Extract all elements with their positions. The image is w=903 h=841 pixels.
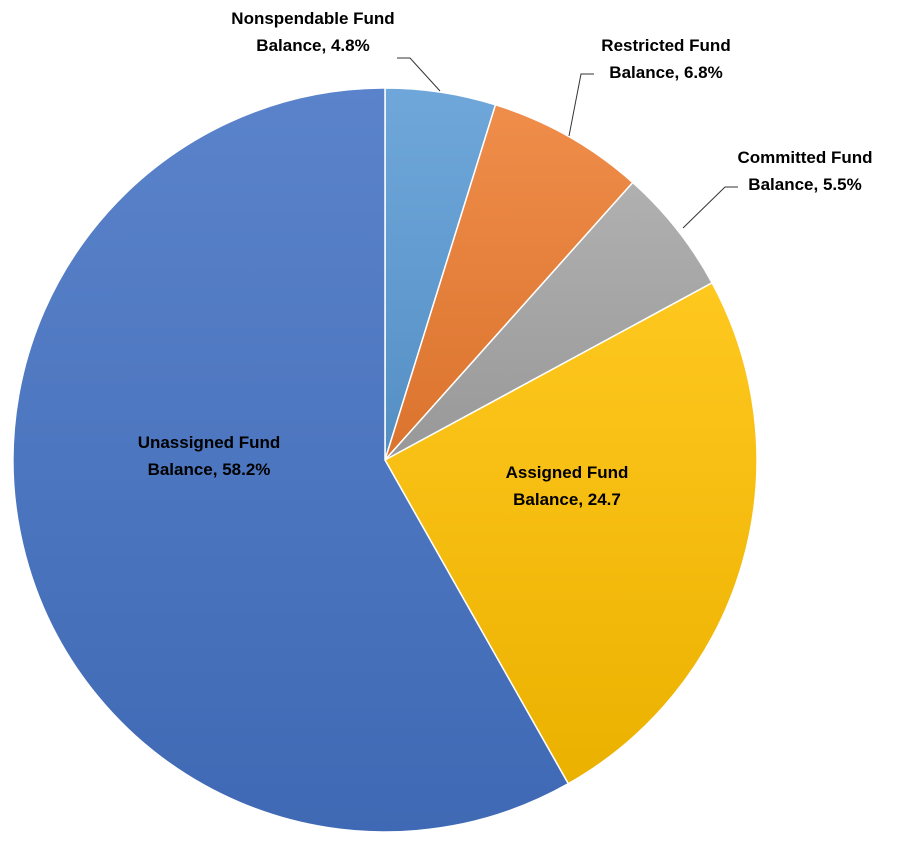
slice-label-unassigned-fund: Unassigned Fund Balance, 58.2% (138, 433, 281, 479)
slice-label-nonspendable-fund: Nonspendable Fund Balance, 4.8% (231, 9, 394, 55)
leader-line-nonspendable-fund (397, 57, 441, 92)
slice-label-restricted-fund: Restricted Fund Balance, 6.8% (601, 36, 730, 82)
slice-label-committed-fund: Committed Fund Balance, 5.5% (737, 148, 872, 194)
leader-line-committed-fund (682, 186, 738, 229)
slice-labels: Nonspendable Fund Balance, 4.8% Restricted… (138, 9, 873, 509)
leader-line-restricted-fund (568, 73, 594, 137)
pie-slices (12, 87, 758, 833)
pie-slice-assigned-fund (383, 281, 758, 785)
slice-label-assigned-fund: Assigned Fund Balance, 24.7 (506, 463, 629, 509)
pie-slice-restricted-fund (384, 103, 634, 461)
pie-slice-unassigned-fund (12, 87, 570, 833)
leader-lines (397, 57, 738, 229)
